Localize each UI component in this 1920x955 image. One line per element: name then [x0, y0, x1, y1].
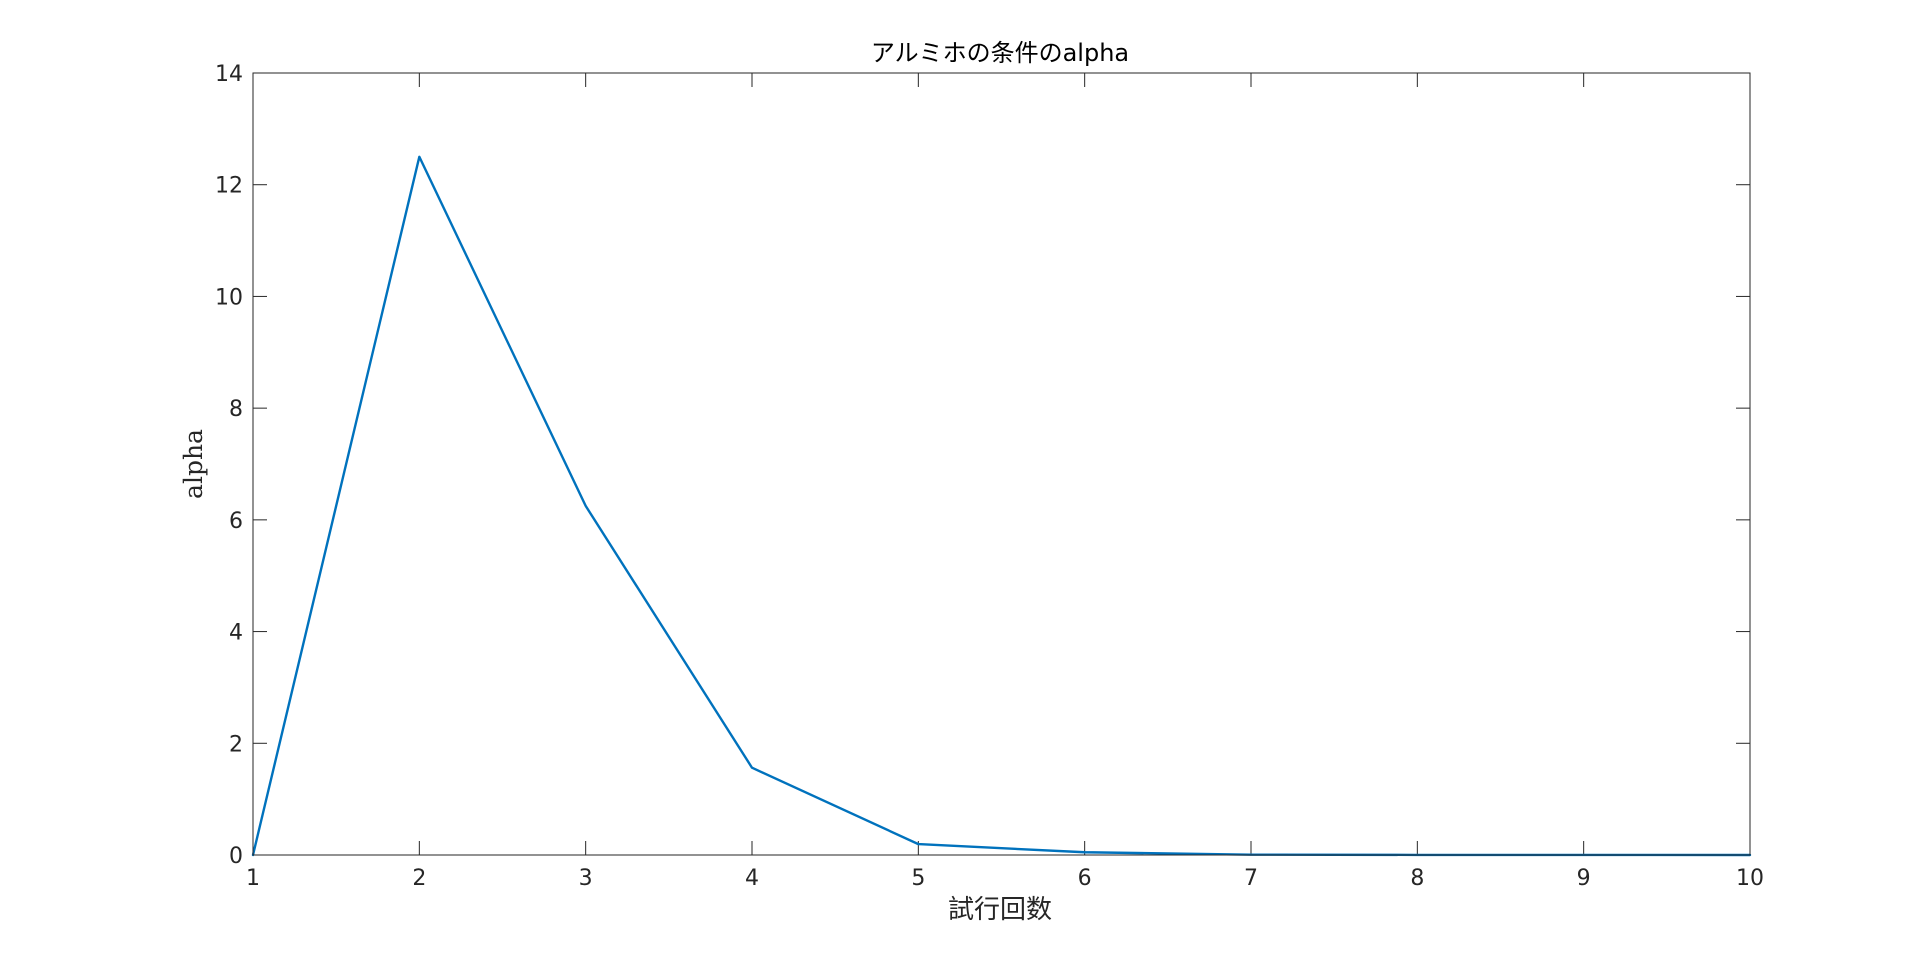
y-tick-label: 4	[229, 621, 243, 646]
x-tick-label: 2	[412, 866, 426, 891]
y-axis-label: alpha	[179, 429, 208, 499]
x-tick-label: 1	[246, 866, 260, 891]
plot-area-background	[253, 73, 1750, 855]
x-tick-label: 8	[1410, 866, 1424, 891]
y-tick-label: 0	[229, 844, 243, 869]
y-tick-label: 8	[229, 397, 243, 422]
x-tick-label: 3	[579, 866, 593, 891]
y-tick-label: 12	[215, 174, 243, 199]
x-tick-label: 9	[1577, 866, 1591, 891]
x-tick-label: 10	[1736, 866, 1764, 891]
y-tick-label: 2	[229, 732, 243, 757]
x-axis-label: 試行回数	[948, 895, 1052, 925]
y-tick-label: 14	[215, 62, 243, 87]
y-tick-label: 6	[229, 509, 243, 534]
y-tick-label: 10	[215, 285, 243, 310]
x-tick-label: 6	[1078, 866, 1092, 891]
x-tick-label: 5	[911, 866, 925, 891]
x-tick-label: 7	[1244, 866, 1258, 891]
axes-box	[252, 72, 1751, 856]
axis-ticks	[252, 72, 1751, 856]
chart-title: アルミホの条件のalpha	[871, 39, 1129, 67]
x-tick-label: 4	[745, 866, 759, 891]
